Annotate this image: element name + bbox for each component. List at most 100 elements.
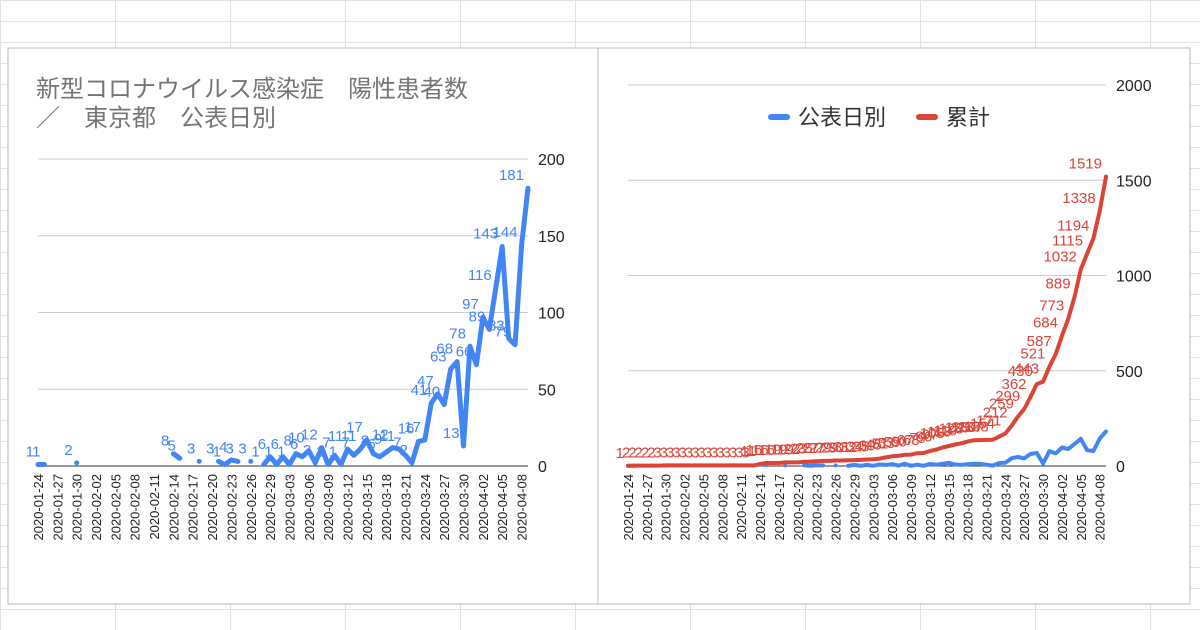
x-tick-label: 2020-01-30	[659, 474, 674, 541]
data-label: 1519	[1069, 156, 1102, 173]
data-label: 5	[167, 437, 175, 454]
data-label: 2	[64, 442, 72, 459]
data-label: 521	[1020, 346, 1045, 363]
data-label: 1	[32, 443, 40, 460]
x-tick-label: 2020-04-05	[495, 474, 510, 540]
data-label: 443	[1014, 361, 1039, 378]
x-tick-label: 2020-02-08	[128, 474, 143, 541]
data-label: 1194	[1057, 218, 1089, 235]
data-label: 34	[846, 439, 863, 456]
x-tick-label: 2020-02-14	[166, 474, 181, 541]
x-tick-label: 2020-03-27	[1017, 474, 1032, 541]
data-label: 105	[920, 425, 945, 442]
y-tick-label: 50	[538, 382, 556, 399]
data-label: 11	[741, 443, 757, 460]
x-tick-label: 2020-03-27	[437, 474, 452, 541]
y-tick-label: 500	[1116, 364, 1143, 381]
y-tick-label: 100	[538, 306, 565, 323]
data-label: 2	[303, 442, 311, 459]
data-label: 11	[341, 428, 357, 445]
data-label: 83	[488, 318, 505, 335]
legend-swatch	[768, 114, 790, 120]
y-tick-label: 200	[538, 152, 565, 169]
data-label: 86	[915, 429, 932, 446]
y-tick-label: 2000	[1116, 78, 1152, 95]
x-tick-label: 2020-03-30	[1036, 474, 1051, 541]
data-label: 53	[878, 435, 895, 452]
data-label: 32	[840, 439, 857, 456]
x-tick-label: 2020-02-26	[829, 474, 844, 541]
y-tick-label: 0	[1116, 459, 1125, 476]
x-tick-label: 2020-03-21	[399, 474, 414, 541]
data-label: 587	[1027, 333, 1052, 350]
x-tick-label: 2020-02-17	[772, 474, 787, 541]
data-label: 10	[288, 430, 305, 447]
x-tick-label: 2020-04-08	[515, 474, 530, 541]
data-label: 1115	[1052, 233, 1083, 250]
data-label: 1	[26, 443, 34, 460]
x-tick-label: 2020-02-11	[734, 474, 749, 540]
data-label: 1	[329, 443, 337, 460]
data-label: 259	[989, 396, 1014, 413]
x-tick-label: 2020-03-06	[885, 474, 900, 541]
data-label: 68	[903, 432, 920, 449]
x-tick-label: 2020-03-15	[360, 474, 375, 541]
data-label: 3	[666, 444, 674, 461]
data-label: 6	[367, 436, 375, 453]
data-label: 19	[765, 441, 782, 458]
data-label: 119	[933, 422, 957, 439]
data-label: 7	[342, 434, 350, 451]
data-label: 9	[374, 431, 382, 448]
chart-frame	[7, 47, 599, 605]
data-label: 29	[815, 439, 832, 456]
x-tick-label: 2020-02-29	[263, 474, 278, 541]
data-label: 29	[821, 439, 838, 456]
data-label: 1	[616, 445, 624, 462]
data-label: 3	[238, 440, 246, 457]
data-label: 1	[316, 443, 324, 460]
data-label: 11	[379, 428, 395, 445]
data-label: 23	[790, 441, 807, 458]
data-label: 2	[400, 442, 408, 459]
data-label: 45	[865, 436, 882, 453]
data-label: 41	[411, 382, 428, 399]
x-tick-label: 2020-03-12	[923, 474, 938, 541]
x-tick-label: 2020-02-23	[224, 474, 239, 541]
data-label: 59	[884, 434, 901, 451]
data-label: 143	[473, 225, 498, 242]
data-label: 8	[284, 433, 292, 450]
data-label: 68	[436, 341, 453, 358]
data-label: 39	[859, 438, 876, 455]
y-tick-label: 0	[538, 459, 547, 476]
x-tick-label: 2020-01-27	[50, 474, 65, 541]
x-tick-label: 2020-02-05	[108, 474, 123, 541]
data-label: 3	[710, 444, 718, 461]
data-label: 3	[691, 444, 699, 461]
x-tick-label: 2020-03-30	[457, 474, 472, 541]
data-label: 79	[909, 430, 926, 447]
chart-title: ／ 東京都 公表日別	[36, 105, 276, 132]
data-label: 16	[746, 442, 763, 459]
data-label: 3	[741, 444, 749, 461]
x-tick-label: 2020-03-24	[418, 474, 433, 541]
data-label: 1032	[1043, 248, 1076, 265]
x-tick-label: 2020-02-02	[89, 474, 104, 541]
data-label: 684	[1033, 315, 1058, 332]
x-tick-label: 2020-03-21	[980, 474, 995, 541]
data-label: 3	[672, 444, 680, 461]
x-tick-label: 2020-04-05	[1074, 474, 1089, 541]
data-label: 16	[758, 442, 775, 459]
data-label: 79	[494, 324, 511, 341]
data-label: 19	[771, 441, 788, 458]
data-label: 40	[423, 384, 440, 401]
data-label: 113	[927, 423, 951, 440]
data-label: 3	[716, 444, 724, 461]
x-tick-label: 2020-02-14	[753, 474, 768, 541]
x-tick-label: 2020-04-08	[1093, 474, 1108, 541]
data-label: 362	[1001, 376, 1026, 393]
data-label: 171	[976, 412, 1001, 429]
data-label: 89	[469, 308, 486, 325]
data-label: 144	[493, 224, 518, 241]
x-tick-label: 2020-01-27	[640, 474, 655, 541]
